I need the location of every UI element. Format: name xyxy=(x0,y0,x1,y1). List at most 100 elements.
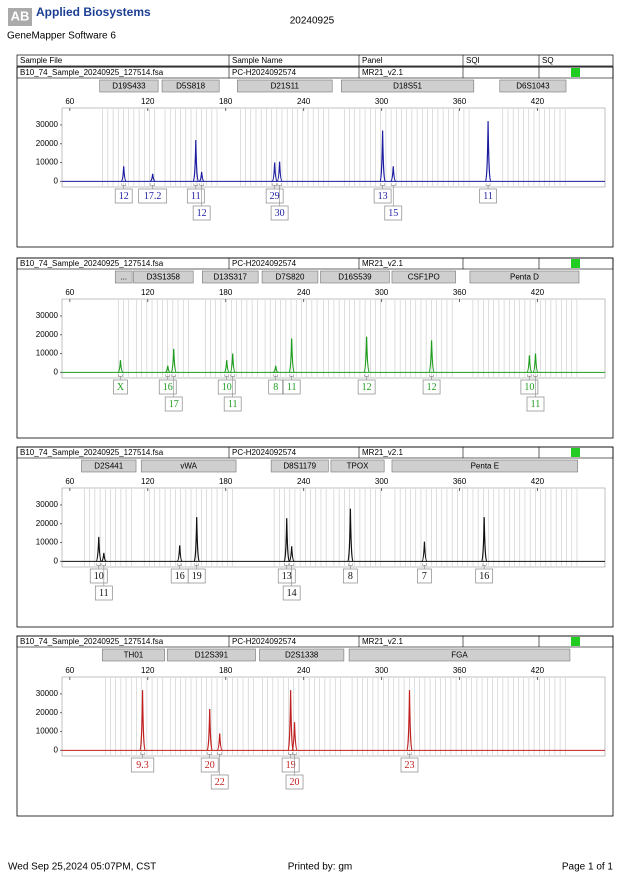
peak xyxy=(229,353,236,373)
allele-box xyxy=(138,188,168,204)
peak xyxy=(532,353,539,373)
allele-label: 20 xyxy=(290,777,300,788)
x-tick-label: 180 xyxy=(219,97,233,106)
allele-connector xyxy=(292,752,297,775)
sample-name: PC-H2024092574 xyxy=(232,448,297,457)
footer-page: Page 1 of 1 xyxy=(562,862,614,873)
peak xyxy=(484,121,492,182)
y-tick-label: 20000 xyxy=(36,519,59,528)
allele-connector xyxy=(207,752,213,758)
peak xyxy=(406,690,413,751)
allele-label: 10 xyxy=(94,571,104,582)
x-tick-label: 300 xyxy=(375,666,389,675)
allele-box xyxy=(343,568,358,584)
peak xyxy=(283,518,290,562)
allele-label: 11 xyxy=(483,191,493,202)
allele-connector xyxy=(230,374,235,397)
x-tick-label: 240 xyxy=(297,477,311,486)
locus-bar xyxy=(391,270,456,284)
locus-name: D21S11 xyxy=(271,82,300,91)
x-tick-label: 120 xyxy=(141,666,155,675)
peak xyxy=(363,336,370,373)
allele-label: 10 xyxy=(222,382,232,393)
locus-bar xyxy=(499,79,567,93)
locus-name: FGA xyxy=(451,651,468,660)
column-header: SQI xyxy=(466,56,480,65)
allele-connector xyxy=(277,183,282,206)
column-header: Panel xyxy=(362,56,383,65)
locus-name: D3S1358 xyxy=(147,273,181,282)
allele-connector xyxy=(150,183,155,189)
peak xyxy=(216,733,223,751)
allele-box xyxy=(384,205,403,221)
peak xyxy=(276,161,283,182)
peak xyxy=(428,340,435,373)
x-tick-label: 240 xyxy=(297,97,311,106)
allele-box xyxy=(479,188,497,204)
allele-box xyxy=(422,379,441,395)
locus-name: Penta E xyxy=(471,462,499,471)
locus-bar xyxy=(270,459,329,473)
allele-connector xyxy=(390,183,396,206)
y-tick-label: 30000 xyxy=(36,500,59,509)
allele-box xyxy=(94,585,113,601)
allele-box xyxy=(187,568,206,584)
allele-connector xyxy=(101,563,107,586)
locus-name: D19S433 xyxy=(112,82,146,91)
peak xyxy=(149,173,156,182)
x-tick-label: 240 xyxy=(297,288,311,297)
allele-label: 23 xyxy=(404,760,414,771)
allele-connector xyxy=(429,374,434,380)
column-header: Sample Name xyxy=(232,56,283,65)
allele-connector xyxy=(284,563,290,569)
y-tick-label: 20000 xyxy=(36,139,59,148)
locus-name: D2S441 xyxy=(94,462,123,471)
allele-label: 13 xyxy=(378,191,388,202)
column-header: SQ xyxy=(542,56,554,65)
allele-connector xyxy=(533,374,538,397)
sample-name: PC-H2024092574 xyxy=(232,68,297,77)
footer-date: Wed Sep 25,2024 05:07PM, CST xyxy=(8,862,156,873)
software: GeneMapper Software 6 xyxy=(7,31,116,42)
allele-box xyxy=(400,757,419,773)
peak xyxy=(170,348,177,373)
allele-label: 11 xyxy=(99,588,109,599)
allele-box xyxy=(158,379,177,395)
x-tick-label: 360 xyxy=(453,288,467,297)
y-tick-label: 10000 xyxy=(36,158,59,167)
locus-name: D8S1179 xyxy=(283,462,316,471)
panel-name: MR21_v2.1 xyxy=(362,448,403,457)
x-tick-label: 180 xyxy=(219,288,233,297)
x-tick-label: 360 xyxy=(453,477,467,486)
allele-label: 14 xyxy=(287,588,297,599)
table-header xyxy=(16,54,614,67)
x-tick-label: 60 xyxy=(65,288,74,297)
x-tick-label: 300 xyxy=(375,97,389,106)
allele-connector xyxy=(348,563,353,569)
y-tick-label: 10000 xyxy=(36,349,59,358)
allele-box xyxy=(282,379,301,395)
y-tick-label: 30000 xyxy=(36,311,59,320)
allele-connector xyxy=(407,752,412,758)
peak xyxy=(272,365,279,373)
sample-name: PC-H2024092574 xyxy=(232,637,297,646)
locus-name: D7S820 xyxy=(276,273,305,282)
locus-bar xyxy=(469,270,580,284)
quality-flag xyxy=(571,637,580,646)
quality-flag xyxy=(571,448,580,457)
locus-name: D12S391 xyxy=(195,651,229,660)
x-tick-label: 420 xyxy=(531,97,545,106)
allele-box xyxy=(285,774,304,790)
allele-box xyxy=(357,379,376,395)
allele-label: 20 xyxy=(205,760,215,771)
allele-box xyxy=(223,396,242,412)
allele-box xyxy=(130,757,155,773)
peak xyxy=(206,708,213,751)
allele-box xyxy=(114,188,133,204)
peak xyxy=(95,536,102,562)
peak xyxy=(139,690,146,751)
x-tick-label: 300 xyxy=(375,477,389,486)
x-tick-label: 360 xyxy=(453,666,467,675)
locus-name: D13S317 xyxy=(214,273,248,282)
